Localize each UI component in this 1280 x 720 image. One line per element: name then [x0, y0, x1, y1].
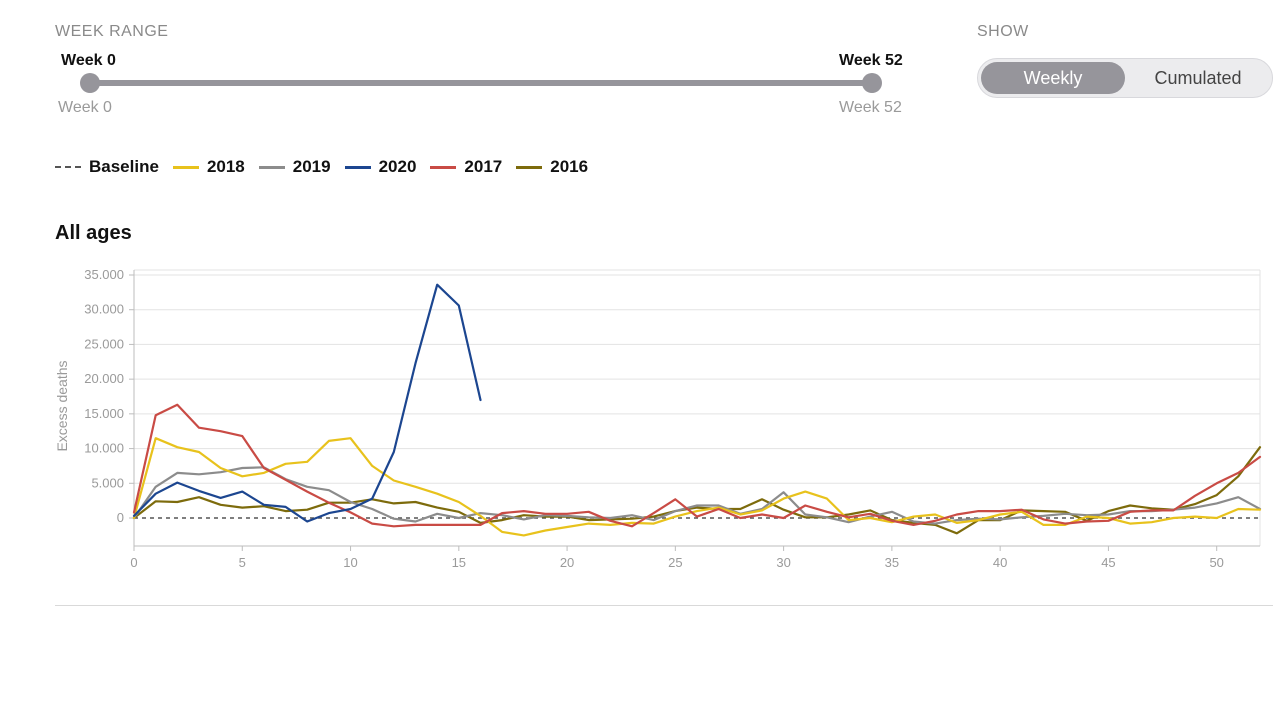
legend-swatch-2020 [344, 165, 371, 169]
x-tick-label: 5 [239, 555, 246, 570]
legend-item-baseline[interactable]: Baseline [55, 157, 159, 177]
range-min-label: Week 0 [58, 99, 112, 116]
y-tick-label: 30.000 [84, 302, 124, 317]
series-line-2017 [132, 403, 1262, 528]
x-tick-label: 40 [993, 555, 1007, 570]
legend-label: 2019 [292, 157, 331, 176]
legend-swatch-2018 [172, 165, 199, 169]
legend-swatch-2017 [430, 165, 457, 169]
legend-item-2020[interactable]: 2020 [344, 157, 417, 177]
range-start-handle[interactable] [80, 73, 100, 93]
legend-item-2019[interactable]: 2019 [258, 157, 331, 177]
x-tick-label: 45 [1101, 555, 1115, 570]
x-tick-label: 20 [560, 555, 574, 570]
x-tick-label: 15 [452, 555, 466, 570]
y-tick-label: 20.000 [84, 371, 124, 386]
range-end-value: Week 52 [839, 52, 903, 69]
series-line-2020 [132, 283, 482, 523]
legend-item-2016[interactable]: 2016 [516, 157, 588, 177]
legend-label: 2016 [550, 157, 589, 176]
y-tick-label: 25.000 [84, 336, 124, 351]
x-tick-label: 25 [668, 555, 682, 570]
legend-swatch-baseline [55, 166, 81, 168]
weekly-toggle-button[interactable]: Weekly [981, 62, 1125, 94]
series-line-2019 [132, 466, 1262, 525]
x-tick-label: 0 [130, 555, 137, 570]
show-toggle: Weekly Cumulated [977, 58, 1273, 98]
legend-item-2017[interactable]: 2017 [430, 157, 502, 177]
y-tick-label: 10.000 [84, 441, 124, 456]
y-tick-label: 15.000 [84, 406, 124, 421]
x-tick-label: 50 [1209, 555, 1223, 570]
legend-label: 2017 [464, 157, 503, 176]
bottom-divider [55, 605, 1273, 606]
x-tick-label: 30 [776, 555, 790, 570]
week-range-label: WEEK RANGE [55, 23, 169, 40]
range-max-label: Week 52 [839, 99, 902, 116]
legend-label: 2018 [206, 157, 245, 176]
legend-swatch-2019 [258, 165, 285, 169]
range-start-value: Week 0 [61, 52, 116, 69]
show-label: SHOW [977, 23, 1029, 40]
y-axis-label: Excess deaths [54, 360, 70, 451]
y-tick-label: 35.000 [84, 267, 124, 282]
y-tick-label: 5.000 [91, 475, 124, 490]
chart-title: All ages [55, 222, 132, 244]
x-tick-label: 10 [343, 555, 357, 570]
cumulated-toggle-button[interactable]: Cumulated [1154, 68, 1242, 88]
legend-item-2018[interactable]: 2018 [172, 157, 245, 177]
y-tick-label: 0 [117, 510, 124, 525]
legend-label: Baseline [89, 157, 159, 176]
x-tick-label: 35 [885, 555, 899, 570]
range-end-handle[interactable] [862, 73, 882, 93]
legend: Baseline 2018 2019 2020 2017 2016 [55, 156, 602, 178]
legend-swatch-2016 [516, 165, 543, 169]
week-range-slider-track[interactable] [90, 80, 872, 86]
legend-label: 2020 [378, 157, 417, 176]
